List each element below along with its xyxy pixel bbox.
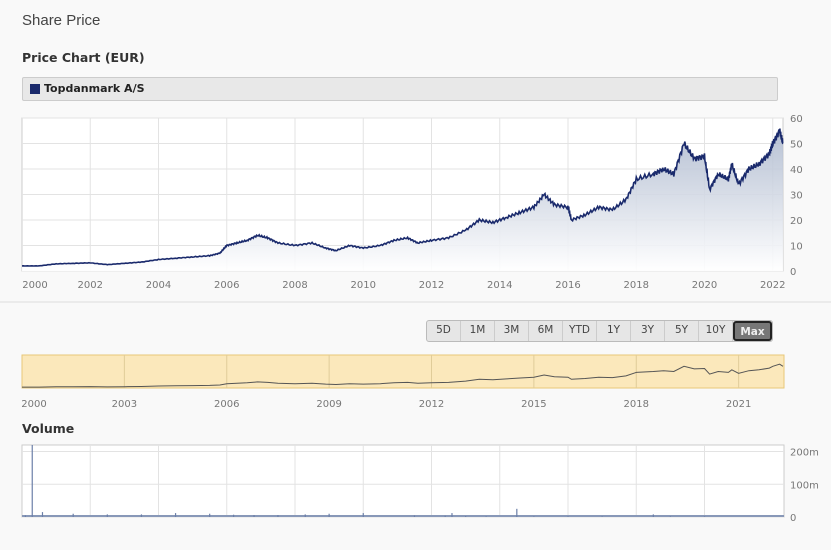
- x-tick-label: 2014: [487, 280, 512, 291]
- range-button-5y[interactable]: 5Y: [665, 321, 699, 341]
- range-button-max[interactable]: Max: [733, 321, 772, 341]
- y-tick-label: 30: [790, 191, 803, 202]
- navigator-line: [22, 363, 784, 388]
- x-tick-label: 2000: [22, 280, 47, 291]
- price-area: [22, 128, 783, 271]
- x-tick-label: 2010: [351, 280, 376, 291]
- navigator-tick-label: 2021: [726, 399, 751, 410]
- y-tick-label: 0: [790, 267, 796, 278]
- range-selector: 5D 1M 3M 6M YTD 1Y 3Y 5Y 10Y Max: [426, 320, 773, 342]
- volume-plot-area: [21, 444, 785, 518]
- navigator-tick-label: 2003: [112, 399, 137, 410]
- range-button-3y[interactable]: 3Y: [631, 321, 665, 341]
- price-chart: 0 10 20 30 40 50 60 2000 2002 2004 2006 2008 2010 201…: [0, 114, 831, 303]
- x-tick-label: 2006: [214, 280, 239, 291]
- range-button-5d[interactable]: 5D: [427, 321, 461, 341]
- volume-chart: 0 100m 200m: [21, 444, 819, 524]
- navigator-tick-label: 2006: [214, 399, 239, 410]
- volume-tick-label: 200m: [790, 448, 819, 459]
- x-tick-label: 2008: [282, 280, 307, 291]
- range-button-3m[interactable]: 3M: [495, 321, 529, 341]
- legend-label: Topdanmark A/S: [44, 82, 145, 95]
- x-tick-label: 2016: [555, 280, 580, 291]
- x-tick-label: 2012: [419, 280, 444, 291]
- y-tick-label: 60: [790, 114, 803, 125]
- price-line: [21, 128, 784, 267]
- y-tick-label: 50: [790, 140, 803, 151]
- volume-title: Volume: [22, 421, 75, 436]
- x-tick-label: 2002: [78, 280, 103, 291]
- navigator-tick-label: 2018: [624, 399, 649, 410]
- y-tick-label: 40: [790, 165, 803, 176]
- range-button-1y[interactable]: 1Y: [597, 321, 631, 341]
- navigator-chart[interactable]: 2000 2003 2006 2009 2012 2015 2018 2021: [0, 350, 831, 415]
- y-tick-label: 10: [790, 242, 803, 253]
- y-tick-label: 20: [790, 216, 803, 227]
- x-tick-label: 2004: [146, 280, 171, 291]
- legend-item[interactable]: Topdanmark A/S: [22, 77, 778, 101]
- navigator-tick-label: 2015: [521, 399, 546, 410]
- navigator-tick-label: 2012: [419, 399, 444, 410]
- range-button-ytd[interactable]: YTD: [563, 321, 597, 341]
- x-tick-label: 2020: [692, 280, 717, 291]
- range-button-1m[interactable]: 1M: [461, 321, 495, 341]
- volume-tick-label: 100m: [790, 480, 819, 491]
- x-tick-label: 2022: [760, 280, 785, 291]
- range-button-6m[interactable]: 6M: [529, 321, 563, 341]
- legend-swatch-icon: [30, 84, 40, 94]
- range-button-10y[interactable]: 10Y: [699, 321, 733, 341]
- navigator-tick-label: 2009: [316, 399, 341, 410]
- x-tick-label: 2018: [624, 280, 649, 291]
- volume-tick-label: 0: [790, 513, 796, 524]
- chart-title: Price Chart (EUR): [22, 50, 145, 65]
- navigator-tick-label: 2000: [21, 399, 46, 410]
- page-title: Share Price: [22, 12, 101, 29]
